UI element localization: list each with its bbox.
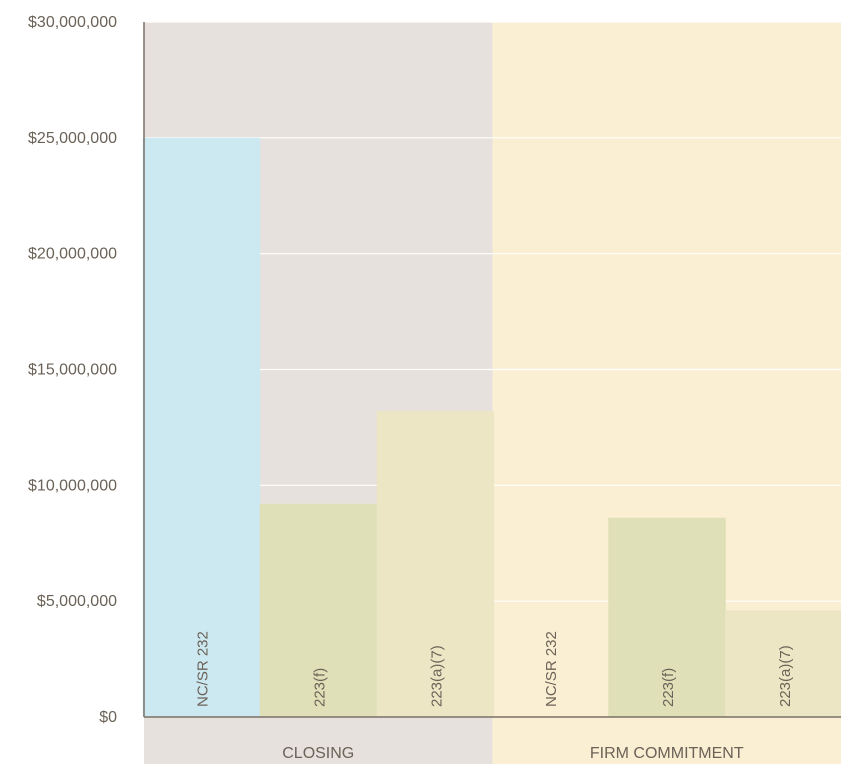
y-tick-label: $10,000,000 [28, 477, 117, 494]
bars: NC/SR 232 223(f) 223(a)(7) NC/SR 232 223(f) 2… [142, 137, 841, 718]
bar-label: NC/SR 232 [194, 631, 211, 707]
group-label: FIRM COMMITMENT [590, 745, 744, 762]
y-tick-label: $0 [99, 709, 117, 726]
y-tick-label: $15,000,000 [28, 362, 117, 379]
bar [608, 517, 726, 717]
y-tick-labels: $0 $5,000,000 $10,000,000 $15,000,000 $20,00… [28, 14, 117, 726]
bar-label: 223(a)(7) [428, 645, 445, 707]
y-tick-label: $30,000,000 [28, 14, 117, 31]
y-tick-label: $25,000,000 [28, 130, 117, 147]
bar [259, 503, 378, 717]
bar [376, 411, 495, 717]
bar-label: NC/SR 232 [543, 631, 560, 707]
y-tick-label: $5,000,000 [37, 593, 117, 610]
group-label: CLOSING [282, 745, 354, 762]
bar-label: 223(f) [660, 668, 677, 707]
bar-label: 223(a)(7) [777, 645, 794, 707]
bar [725, 610, 841, 717]
group-labels: CLOSING FIRM COMMITMENT [282, 745, 744, 762]
bar-label: 223(f) [311, 668, 328, 707]
y-tick-label: $20,000,000 [28, 246, 117, 263]
bar [142, 137, 261, 718]
